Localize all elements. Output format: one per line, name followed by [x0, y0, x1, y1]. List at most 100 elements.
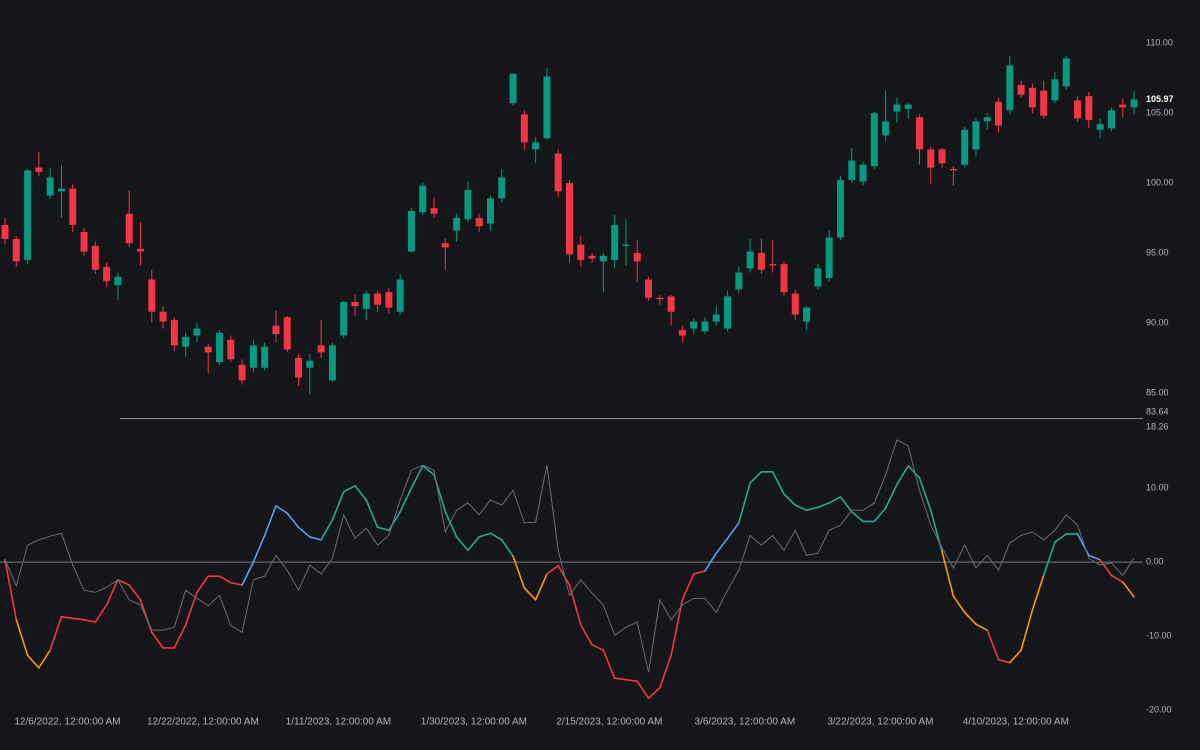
oscillator-segment — [738, 482, 751, 524]
oscillator-segment — [1031, 574, 1045, 611]
oscillator-segment — [1042, 541, 1056, 577]
oscillator-segment — [489, 532, 503, 541]
candle-body — [803, 307, 811, 322]
candle-body — [12, 238, 20, 262]
oscillator-segment — [568, 584, 582, 626]
candle-body — [114, 276, 122, 286]
candle-body — [328, 345, 336, 381]
x-tick-label: 12/22/2022, 12:00:00 AM — [147, 717, 259, 728]
candle-body — [80, 231, 88, 252]
candle-body — [848, 160, 856, 181]
candle-body — [780, 264, 788, 293]
candle-body — [938, 149, 946, 164]
oscillator-segment — [591, 644, 605, 651]
oscillator-segment — [512, 555, 526, 589]
y-tick-label: 10.00 — [1146, 482, 1169, 492]
candle-body — [430, 208, 438, 214]
candle-body — [927, 149, 935, 168]
oscillator-segment — [873, 507, 887, 523]
oscillator-segment — [896, 465, 909, 486]
oscillator-segment — [850, 510, 864, 523]
candle-body — [1096, 124, 1104, 130]
candle-body — [475, 217, 483, 227]
oscillator-segment — [444, 510, 458, 538]
oscillator-segment — [309, 536, 322, 541]
oscillator-segment — [263, 505, 277, 537]
oscillator-segment — [884, 483, 898, 509]
candle-body — [949, 168, 957, 171]
candle-body — [712, 314, 720, 322]
oscillator-segment — [421, 465, 435, 476]
oscillator-segment — [388, 510, 401, 532]
x-tick-label: 1/30/2023, 12:00:00 AM — [421, 717, 527, 728]
candle-body — [396, 279, 404, 312]
candle-body — [735, 272, 743, 290]
candle-body — [814, 268, 822, 287]
candle-body — [961, 129, 969, 165]
candle-body — [633, 252, 641, 262]
oscillator-segment — [986, 629, 1000, 661]
candle-body — [1006, 65, 1014, 111]
oscillator-segment — [230, 581, 243, 586]
candle-body — [746, 251, 754, 269]
oscillator-segment — [963, 611, 977, 626]
oscillator-segment — [749, 471, 763, 484]
candle-body — [995, 101, 1003, 126]
candle-body — [283, 317, 291, 350]
y-tick-label: 90.00 — [1146, 317, 1169, 327]
candle-body — [486, 198, 494, 224]
candle-body — [554, 153, 562, 192]
candle-body — [757, 252, 765, 270]
oscillator-segment — [625, 678, 639, 682]
signal-line — [4, 439, 1135, 673]
oscillator-segment — [670, 599, 684, 657]
candle-body — [825, 237, 833, 279]
oscillator-segment — [38, 649, 51, 669]
oscillator-segment — [1121, 581, 1135, 598]
candle-body — [103, 266, 111, 281]
candle-body — [859, 164, 867, 182]
candle-body — [306, 360, 314, 368]
candle-body — [159, 311, 167, 322]
oscillator-segment — [331, 491, 345, 521]
y-tick-label: 85.00 — [1146, 387, 1169, 397]
oscillator-segment — [354, 485, 368, 501]
oscillator-segment — [941, 550, 955, 597]
oscillator-segment — [71, 617, 85, 621]
candle-body — [656, 297, 664, 300]
oscillator-segment — [613, 677, 627, 681]
oscillator-segment — [636, 680, 650, 700]
candle-body — [351, 301, 359, 307]
oscillator-segment — [647, 687, 661, 700]
oscillator-segment — [399, 487, 413, 513]
candle-body — [1085, 96, 1093, 120]
x-tick-label: 12/6/2022, 12:00:00 AM — [14, 717, 120, 728]
candle-body — [295, 357, 303, 378]
oscillator-segment — [659, 654, 672, 689]
oscillator-segment — [918, 476, 932, 512]
oscillator-segment — [500, 539, 514, 557]
oscillator-segment — [579, 624, 593, 646]
candle-body — [1074, 100, 1082, 119]
candle-body — [498, 177, 506, 199]
x-tick-label: 3/22/2023, 12:00:00 AM — [827, 717, 933, 728]
oscillator-segment — [681, 573, 695, 601]
candle-body — [24, 170, 32, 260]
oscillator-segment — [1020, 609, 1034, 651]
oscillator-segment — [286, 512, 300, 529]
oscillator-segment — [557, 564, 571, 586]
x-tick-label: 3/6/2023, 12:00:00 AM — [695, 717, 796, 728]
oscillator-segment — [49, 616, 63, 651]
candle-body — [577, 244, 585, 260]
candle-body — [566, 182, 573, 255]
oscillator-segment — [467, 536, 480, 552]
oscillator-segment — [794, 504, 808, 512]
candle-body — [216, 332, 224, 363]
candle-body — [170, 320, 178, 346]
candle-body — [238, 364, 246, 381]
oscillator-segment — [15, 618, 29, 657]
candle-body — [904, 104, 912, 109]
candle-body — [317, 345, 325, 353]
candle-body — [204, 346, 212, 353]
oscillator-segment — [1099, 559, 1113, 577]
